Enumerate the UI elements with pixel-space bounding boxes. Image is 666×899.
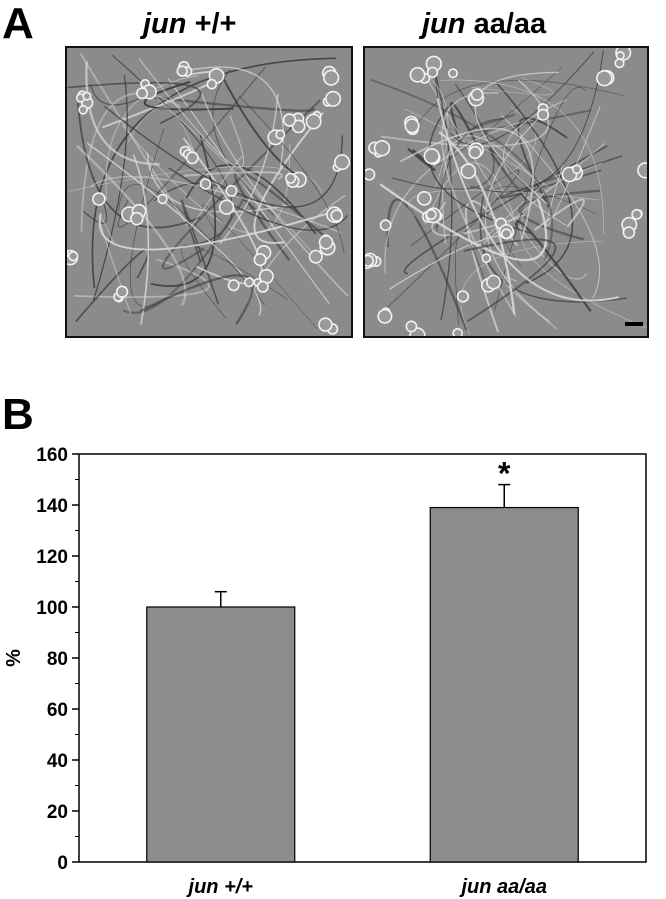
micrograph-mutant: [363, 46, 649, 338]
bar: [146, 606, 296, 863]
panel-a-title-mutant: jun aa/aa: [422, 10, 546, 39]
gene-name: jun: [143, 8, 187, 40]
y-axis-title: %: [3, 649, 25, 667]
y-tick-label: 60: [47, 700, 68, 721]
y-tick-label: 40: [47, 751, 68, 772]
y-tick-label: 140: [36, 496, 68, 517]
panel-a-title-wildtype: jun +/+: [143, 10, 237, 39]
panel-b-letter: B: [2, 390, 34, 439]
x-axis-labels: jun +/+ jun aa/aa: [186, 876, 548, 898]
gene-name: jun: [422, 8, 466, 40]
y-tick-label: 0: [57, 853, 68, 874]
bar: [429, 506, 579, 863]
y-tick-label: 160: [36, 445, 68, 466]
plot-area-frame: [78, 453, 647, 863]
y-tick-label: 100: [36, 598, 68, 619]
micrograph-wildtype: [65, 46, 353, 338]
y-tick-label: 120: [36, 547, 68, 568]
genotype: +/+: [194, 8, 237, 40]
x-tick-label: jun aa/aa: [458, 876, 547, 898]
panel-a-letter: A: [2, 0, 34, 48]
y-tick-label: 20: [47, 802, 68, 823]
x-tick-label: jun +/+: [186, 876, 254, 898]
y-axis: 0 20 40 60 80 100 120 140 160: [36, 445, 79, 874]
genotype: aa/aa: [473, 8, 547, 40]
significance-marker: *: [498, 456, 511, 492]
y-tick-label: 80: [47, 649, 68, 670]
scale-bar: [625, 322, 643, 326]
bars: *: [146, 456, 579, 863]
